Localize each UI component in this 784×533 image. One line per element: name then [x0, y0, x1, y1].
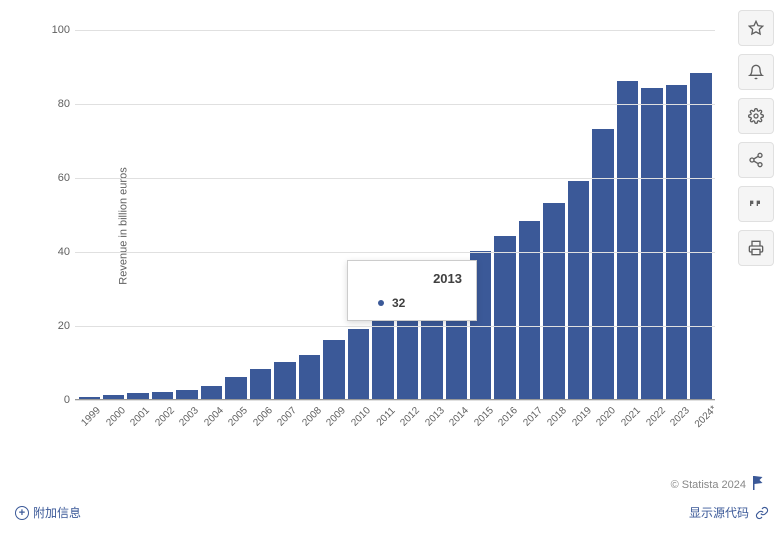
y-tick-label: 0 [50, 394, 70, 406]
show-source-label: 显示源代码 [689, 504, 749, 521]
chart-tooltip: 2013 32 [347, 260, 477, 321]
tooltip-dot-icon [378, 300, 384, 306]
bell-icon [748, 64, 764, 80]
x-tick-label: 2018 [545, 404, 570, 429]
notify-button[interactable] [738, 54, 774, 90]
gridline [75, 326, 715, 327]
x-tick-label: 2015 [471, 404, 496, 429]
print-icon [748, 240, 764, 256]
x-tick-label: 2008 [300, 404, 325, 429]
x-tick-label: 2012 [398, 404, 423, 429]
x-tick-label: 2022 [643, 404, 668, 429]
bar[interactable] [666, 85, 687, 400]
x-tick-label: 1999 [79, 404, 104, 429]
x-tick-label: 2003 [177, 404, 202, 429]
bar[interactable] [592, 129, 613, 399]
settings-button[interactable] [738, 98, 774, 134]
share-button[interactable] [738, 142, 774, 178]
x-tick-label: 2024* [693, 404, 719, 430]
bar[interactable] [543, 203, 564, 399]
print-button[interactable] [738, 230, 774, 266]
bar[interactable] [617, 81, 638, 399]
x-tick-label: 2011 [373, 404, 398, 429]
bar[interactable] [79, 397, 100, 399]
bars-group [75, 30, 715, 399]
bar[interactable] [127, 393, 148, 399]
bar[interactable] [690, 73, 711, 399]
y-tick-label: 100 [50, 24, 70, 36]
gridline [75, 178, 715, 179]
x-tick-label: 2002 [152, 404, 177, 429]
bar[interactable] [519, 221, 540, 399]
x-axis-labels: 1999200020012002200320042005200620072008… [75, 405, 715, 424]
footer: © Statista 2024 [671, 476, 764, 493]
x-tick-label: 2019 [570, 404, 595, 429]
gridline [75, 252, 715, 253]
x-tick-label: 2000 [103, 404, 128, 429]
x-tick-label: 2009 [324, 404, 349, 429]
additional-info-label: 附加信息 [33, 504, 81, 521]
x-tick-label: 2010 [349, 404, 374, 429]
x-tick-label: 2004 [201, 404, 226, 429]
plot-area: 020406080100 [75, 30, 715, 400]
bar[interactable] [568, 181, 589, 399]
star-icon [748, 20, 764, 36]
bar[interactable] [348, 329, 369, 399]
gridline [75, 104, 715, 105]
bar[interactable] [274, 362, 295, 399]
bar[interactable] [299, 355, 320, 399]
gridline [75, 400, 715, 401]
bottom-links: + 附加信息 显示源代码 [15, 504, 769, 521]
x-tick-label: 2013 [422, 404, 447, 429]
y-tick-label: 60 [50, 172, 70, 184]
quote-button[interactable] [738, 186, 774, 222]
bar[interactable] [201, 386, 222, 399]
tooltip-year: 2013 [362, 271, 462, 286]
bar[interactable] [103, 395, 124, 399]
share-icon [748, 152, 764, 168]
x-tick-label: 2001 [128, 404, 153, 429]
bar[interactable] [323, 340, 344, 399]
plus-circle-icon: + [15, 506, 29, 520]
flag-icon[interactable] [752, 476, 764, 493]
favorite-button[interactable] [738, 10, 774, 46]
x-tick-label: 2023 [668, 404, 693, 429]
x-tick-label: 2007 [275, 404, 300, 429]
bar[interactable] [494, 236, 515, 399]
x-tick-label: 2014 [447, 404, 472, 429]
chart-container: Revenue in billion euros 020406080100 19… [45, 20, 725, 450]
x-tick-label: 2021 [619, 404, 644, 429]
x-tick-label: 2006 [250, 404, 275, 429]
x-tick-label: 2005 [226, 404, 251, 429]
gear-icon [748, 108, 764, 124]
x-tick-label: 2020 [594, 404, 619, 429]
y-tick-label: 40 [50, 246, 70, 258]
show-source-link[interactable]: 显示源代码 [689, 504, 769, 521]
tooltip-value-row: 32 [362, 296, 462, 310]
bar[interactable] [225, 377, 246, 399]
x-tick-label: 2016 [496, 404, 521, 429]
bar[interactable] [250, 369, 271, 399]
link-icon [755, 506, 769, 520]
side-toolbar [738, 10, 774, 266]
tooltip-value: 32 [392, 296, 405, 310]
gridline [75, 30, 715, 31]
quote-icon [748, 196, 764, 212]
bar[interactable] [372, 310, 393, 399]
additional-info-link[interactable]: + 附加信息 [15, 504, 81, 521]
bar[interactable] [152, 392, 173, 399]
x-tick-label: 2017 [520, 404, 545, 429]
copyright-text: © Statista 2024 [671, 479, 746, 491]
y-tick-label: 80 [50, 98, 70, 110]
bar[interactable] [641, 88, 662, 399]
y-tick-label: 20 [50, 320, 70, 332]
bar[interactable] [176, 390, 197, 399]
